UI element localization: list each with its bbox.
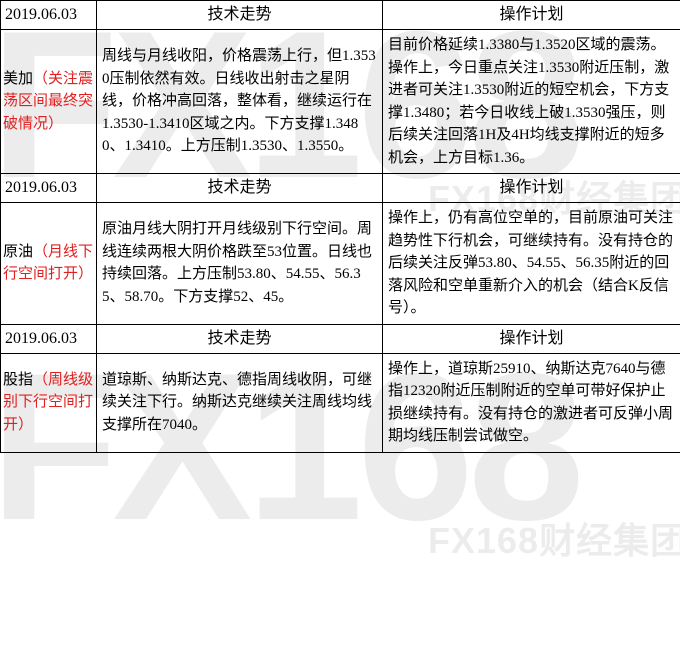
tech-cell: 道琼斯、纳斯达克、德指周线收阴，可继续关注下行。纳斯达克继续关注周线均线支撑所在…: [97, 353, 383, 452]
instrument-name: 股指: [3, 372, 33, 388]
tech-header: 技术走势: [97, 1, 383, 30]
date-cell: 2019.06.03: [1, 324, 97, 353]
instrument-name: 美加: [3, 71, 33, 87]
date-cell: 2019.06.03: [1, 1, 97, 30]
analysis-table: 2019.06.03技术走势操作计划美加（关注震荡区间最终突破情况）周线与月线收…: [0, 0, 680, 453]
tech-cell: 原油月线大阴打开月线级别下行空间。周线连续两根大阴价格跌至53位置。日线也持续回…: [97, 203, 383, 325]
plan-header: 操作计划: [383, 1, 680, 30]
watermark-sub-2: FX168财经集团: [428, 512, 680, 564]
date-cell: 2019.06.03: [1, 174, 97, 203]
plan-header: 操作计划: [383, 324, 680, 353]
plan-cell: 目前价格延续1.3380与1.3520区域的震荡。操作上，今日重点关注1.353…: [383, 30, 680, 174]
instrument-name: 原油: [3, 244, 33, 260]
instrument-cell: 股指（周线级别下行空间打开）: [1, 353, 97, 452]
plan-cell: 操作上，仍有高位空单的，目前原油可关注趋势性下行机会，可继续持有。没有持仓的后续…: [383, 203, 680, 325]
instrument-cell: 美加（关注震荡区间最终突破情况）: [1, 30, 97, 174]
tech-cell: 周线与月线收阳，价格震荡上行，但1.3530压制依然有效。日线收出射击之星阴线，…: [97, 30, 383, 174]
tech-header: 技术走势: [97, 324, 383, 353]
plan-header: 操作计划: [383, 174, 680, 203]
instrument-cell: 原油（月线下行空间打开）: [1, 203, 97, 325]
tech-header: 技术走势: [97, 174, 383, 203]
plan-cell: 操作上，道琼斯25910、纳斯达克7640与德指12320附近压制附近的空单可带…: [383, 353, 680, 452]
